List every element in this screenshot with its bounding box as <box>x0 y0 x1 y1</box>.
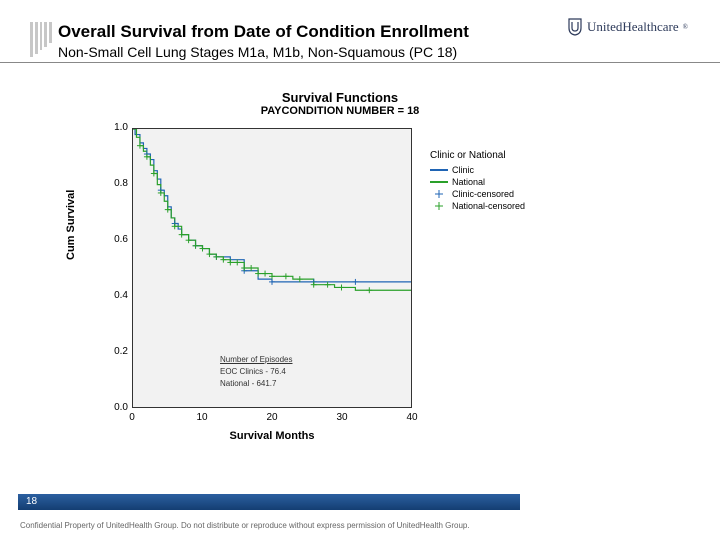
legend-swatch <box>430 169 448 171</box>
chart-subtitle: PAYCONDITION NUMBER = 18 <box>70 105 610 117</box>
shield-icon <box>567 18 583 36</box>
legend-item: Clinic <box>430 165 525 175</box>
y-axis-label: Cum Survival <box>65 190 77 260</box>
footer-disclaimer: Confidential Property of UnitedHealth Gr… <box>20 521 470 530</box>
page-number-bar: 18 <box>18 494 520 510</box>
x-axis-label: Survival Months <box>132 430 412 442</box>
inset-line-2: National - 641.7 <box>220 379 292 388</box>
page-subtitle: Non-Small Cell Lung Stages M1a, M1b, Non… <box>58 44 710 60</box>
legend-item: National-censored <box>430 201 525 211</box>
chart-area: Survival Functions PAYCONDITION NUMBER =… <box>70 90 610 470</box>
legend-label: National-censored <box>452 201 525 211</box>
legend-item: National <box>430 177 525 187</box>
x-tick: 30 <box>332 412 352 423</box>
x-tick: 10 <box>192 412 212 423</box>
legend-swatch <box>430 201 448 211</box>
legend-label: Clinic-censored <box>452 189 514 199</box>
y-tick: 0.8 <box>98 178 128 189</box>
legend-label: Clinic <box>452 165 474 175</box>
y-tick: 0.6 <box>98 234 128 245</box>
x-tick: 0 <box>122 412 142 423</box>
y-tick: 0.2 <box>98 346 128 357</box>
x-tick: 40 <box>402 412 422 423</box>
legend-swatch <box>430 189 448 199</box>
brand-logo: UnitedHealthcare ® <box>567 18 688 36</box>
registered-mark: ® <box>683 23 688 31</box>
legend: Clinic or National Clinic National Clinic-… <box>430 150 525 213</box>
brand-name: UnitedHealthcare <box>587 19 679 35</box>
legend-item: Clinic-censored <box>430 189 525 199</box>
chart-title: Survival Functions <box>70 90 610 105</box>
inset-header: Number of Episodes <box>220 355 292 364</box>
page-number: 18 <box>26 496 37 507</box>
y-tick: 0.4 <box>98 290 128 301</box>
legend-label: National <box>452 177 485 187</box>
title-underline <box>0 62 720 63</box>
legend-title: Clinic or National <box>430 150 525 161</box>
episodes-inset: Number of Episodes EOC Clinics - 76.4 Na… <box>220 355 292 391</box>
inset-line-1: EOC Clinics - 76.4 <box>220 367 292 376</box>
x-tick: 20 <box>262 412 282 423</box>
y-tick: 1.0 <box>98 122 128 133</box>
legend-swatch <box>430 181 448 183</box>
